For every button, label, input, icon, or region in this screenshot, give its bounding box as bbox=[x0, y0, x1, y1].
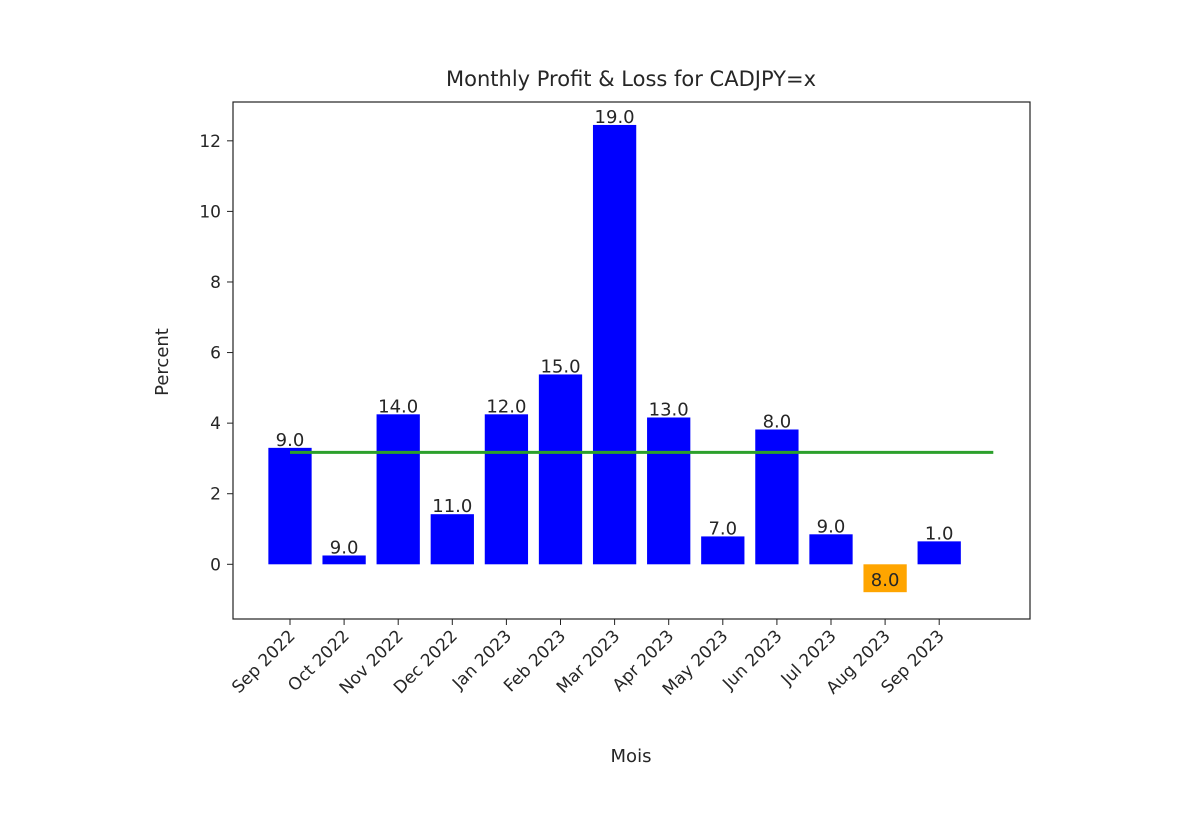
plot-frame bbox=[232, 101, 1031, 620]
bar-value-label: 11.0 bbox=[432, 496, 472, 517]
bar bbox=[647, 417, 691, 565]
y-tick-label: 4 bbox=[210, 414, 221, 434]
y-tick-label: 12 bbox=[199, 132, 221, 152]
bar bbox=[484, 414, 529, 565]
bar-value-label: 14.0 bbox=[378, 396, 418, 417]
bar bbox=[592, 124, 637, 565]
bar-value-label: 7.0 bbox=[708, 518, 737, 539]
bar bbox=[430, 514, 474, 565]
bar-value-label: 9.0 bbox=[330, 537, 359, 558]
y-tick-label: 10 bbox=[199, 202, 221, 222]
bar-value-label: 8.0 bbox=[763, 411, 792, 432]
y-axis-label: Percent bbox=[152, 328, 173, 396]
bar-value-label: 8.0 bbox=[871, 570, 900, 591]
bar-value-label: 15.0 bbox=[540, 356, 580, 377]
x-tick-label: Jun 2023 bbox=[718, 626, 786, 694]
bar bbox=[701, 536, 745, 565]
bar bbox=[917, 541, 961, 565]
y-tick-label: 6 bbox=[210, 344, 221, 364]
bar-value-label: 9.0 bbox=[817, 516, 846, 537]
bar bbox=[809, 534, 853, 565]
bar bbox=[755, 429, 799, 565]
y-tick-label: 8 bbox=[210, 273, 221, 293]
bar-value-label: 1.0 bbox=[925, 523, 954, 544]
x-axis-label: Mois bbox=[611, 746, 652, 767]
bar bbox=[376, 414, 420, 565]
bar-value-label: 19.0 bbox=[595, 107, 635, 128]
bar bbox=[538, 374, 583, 565]
bar-value-label: 12.0 bbox=[486, 396, 526, 417]
chart-title: Monthly Profit & Loss for CADJPY=x bbox=[446, 67, 816, 91]
bar-value-label: 13.0 bbox=[649, 399, 689, 420]
bar bbox=[268, 447, 312, 565]
bar bbox=[863, 564, 907, 593]
y-tick-label: 2 bbox=[210, 485, 221, 505]
bar bbox=[322, 555, 366, 565]
bar-value-label: 9.0 bbox=[276, 430, 305, 451]
y-tick-label: 0 bbox=[210, 555, 221, 575]
